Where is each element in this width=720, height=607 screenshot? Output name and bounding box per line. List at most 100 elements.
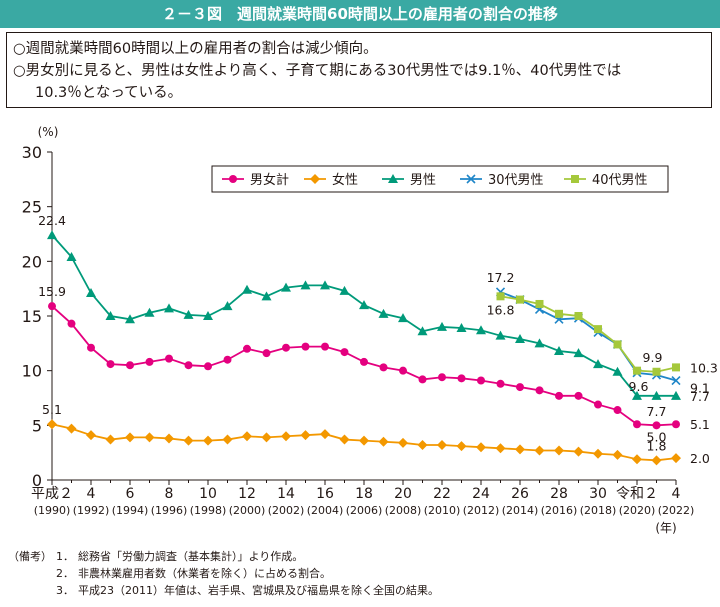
data-point bbox=[534, 338, 545, 348]
data-point bbox=[573, 348, 584, 358]
x-tick-sublabel: (2000) bbox=[229, 504, 266, 517]
data-point bbox=[321, 342, 329, 351]
legend-label: 30代男性 bbox=[488, 173, 544, 188]
data-point bbox=[496, 379, 505, 388]
data-point bbox=[261, 432, 272, 443]
x-tick-sublabel: (2008) bbox=[385, 504, 422, 517]
data-point bbox=[496, 292, 505, 301]
x-tick-sublabel: (1990) bbox=[34, 504, 71, 517]
note-text-2: 非農林業雇用者数（休業者を除く）に占める割合。 bbox=[78, 567, 331, 580]
note-row-1: （備考） 1． 総務省「労働力調査（基本集計）」より作成。 bbox=[8, 548, 439, 565]
note-number-3: 3． bbox=[56, 584, 74, 597]
data-point bbox=[456, 323, 467, 333]
y-tick-label: 25 bbox=[22, 198, 42, 217]
data-point bbox=[555, 391, 563, 400]
data-point bbox=[359, 300, 369, 310]
data-point bbox=[632, 390, 642, 400]
data-point bbox=[359, 435, 369, 446]
x-tick-sublabel: (1992) bbox=[73, 504, 110, 517]
data-point bbox=[671, 453, 681, 464]
data-point bbox=[672, 420, 680, 429]
x-tick-sublabel: (2018) bbox=[580, 504, 617, 517]
x-tick-label: 4 bbox=[87, 486, 96, 502]
y-tick-label: 0 bbox=[32, 471, 42, 490]
data-point bbox=[106, 360, 115, 369]
data-point bbox=[437, 440, 447, 451]
data-point bbox=[652, 421, 661, 430]
x-tick-sublabel: (2022) bbox=[658, 504, 695, 517]
data-point bbox=[671, 375, 681, 386]
data-point bbox=[554, 445, 564, 456]
data-point bbox=[126, 361, 134, 370]
data-point bbox=[339, 285, 350, 295]
data-point bbox=[242, 284, 252, 294]
data-point bbox=[203, 311, 213, 320]
data-point bbox=[282, 343, 290, 352]
data-point bbox=[320, 429, 330, 440]
x-tick-sublabel: (2010) bbox=[424, 504, 461, 517]
data-point bbox=[417, 440, 428, 451]
data-point bbox=[438, 373, 446, 382]
x-tick-sublabel: (1998) bbox=[190, 504, 227, 517]
data-point bbox=[183, 309, 194, 319]
x-tick-sublabel: (2020) bbox=[619, 504, 656, 517]
legend-swatch-marker bbox=[310, 174, 320, 184]
data-point bbox=[516, 383, 524, 392]
series-1 bbox=[48, 302, 680, 430]
data-point bbox=[281, 282, 291, 292]
data-point bbox=[398, 437, 408, 448]
data-point bbox=[125, 314, 135, 324]
series-line bbox=[500, 295, 677, 373]
legend-item: 女性 bbox=[304, 172, 358, 188]
data-point bbox=[165, 354, 173, 363]
legend-box bbox=[211, 165, 669, 193]
data-label: 7.7 bbox=[690, 389, 710, 404]
data-point bbox=[86, 430, 96, 441]
y-tick-label: 10 bbox=[22, 362, 42, 381]
note-text-3: 平成23（2011）年値は、岩手県、宮城県及び福島県を除く全国の結果。 bbox=[78, 584, 439, 597]
legend-label: 男性 bbox=[410, 173, 436, 188]
data-point bbox=[477, 376, 485, 385]
series-line bbox=[500, 291, 677, 382]
data-point bbox=[125, 432, 135, 443]
data-label: 9.6 bbox=[629, 379, 649, 394]
legend-label: 40代男性 bbox=[592, 173, 648, 188]
data-point bbox=[574, 312, 583, 320]
notes-label: （備考） bbox=[8, 550, 52, 563]
data-point bbox=[144, 432, 155, 443]
legend-label: 女性 bbox=[332, 172, 358, 188]
x-tick-sublabel: (2006) bbox=[346, 504, 383, 517]
data-point bbox=[651, 455, 662, 466]
data-point bbox=[360, 357, 368, 366]
x-tick-sublabel: (1996) bbox=[151, 504, 188, 517]
legend-swatch-marker bbox=[229, 175, 237, 183]
y-tick-label: 5 bbox=[32, 416, 42, 435]
summary-line-1: ○週間就業時間60時間以上の雇用者の割合は減少傾向。 bbox=[13, 41, 378, 57]
data-point bbox=[437, 321, 447, 331]
data-point bbox=[652, 367, 661, 376]
data-point bbox=[47, 419, 57, 430]
series-3 bbox=[47, 230, 681, 400]
data-point bbox=[534, 445, 545, 456]
data-label: 1.8 bbox=[647, 438, 667, 453]
data-point bbox=[204, 362, 212, 371]
data-point bbox=[105, 311, 116, 320]
data-point bbox=[48, 302, 56, 311]
data-point bbox=[105, 434, 116, 445]
notes: （備考） 1． 総務省「労働力調査（基本集計）」より作成。 2． 非農林業雇用者… bbox=[8, 548, 439, 599]
data-point bbox=[281, 431, 291, 442]
x-tick-sublabel: (2012) bbox=[463, 504, 500, 517]
data-point bbox=[672, 363, 680, 372]
data-point bbox=[183, 435, 194, 446]
data-point bbox=[243, 344, 251, 353]
data-point bbox=[242, 431, 252, 442]
data-point bbox=[378, 308, 389, 318]
x-tick-label: 18 bbox=[355, 486, 373, 502]
data-point bbox=[222, 434, 233, 445]
x-tick-sublabel: (1994) bbox=[112, 504, 149, 517]
legend-item: 40代男性 bbox=[564, 173, 648, 188]
y-tick-label: 15 bbox=[22, 307, 42, 326]
data-point bbox=[164, 433, 174, 444]
data-point bbox=[516, 295, 524, 304]
y-tick-label: 20 bbox=[22, 252, 42, 271]
